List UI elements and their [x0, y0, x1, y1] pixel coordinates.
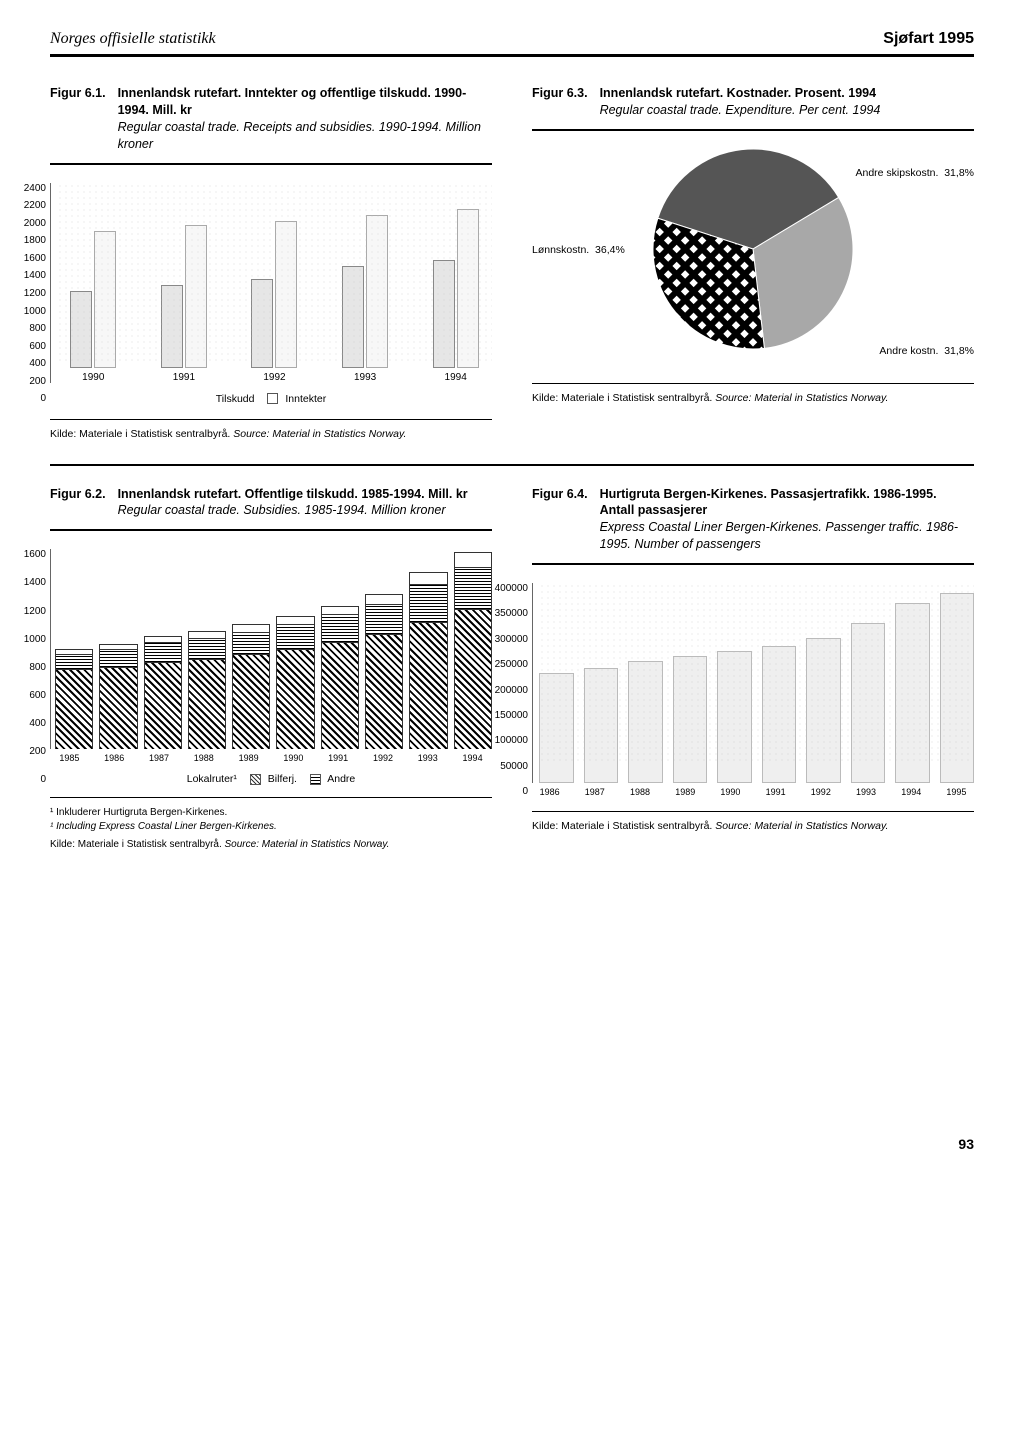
fig61-title-it: Regular coastal trade. Receipts and subs… — [118, 119, 492, 153]
bar-group: 1990 — [57, 188, 130, 383]
stacked-bar — [188, 631, 226, 749]
figure-row-1: Figur 6.1. Innenlandsk rutefart. Inntekt… — [50, 85, 974, 466]
fig62-xaxis: 1985198619871988198919901991199219931994 — [50, 753, 492, 763]
column-bar — [940, 593, 975, 783]
figure-6-2: Figur 6.2. Innenlandsk rutefart. Offentl… — [50, 486, 492, 853]
bar-group: 1991 — [148, 188, 221, 383]
fig64-title-bold: Hurtigruta Bergen-Kirkenes. Passasjertra… — [600, 487, 937, 518]
stacked-bar — [55, 649, 93, 749]
fig64-num: Figur 6.4. — [532, 486, 588, 554]
swatch-tilskudd — [267, 393, 278, 404]
stacked-bar — [409, 572, 447, 750]
fig64-source: Kilde: Materiale i Statistisk sentralbyr… — [532, 811, 974, 832]
stacked-bar — [276, 616, 314, 749]
figure-6-1: Figur 6.1. Innenlandsk rutefart. Inntekt… — [50, 85, 492, 440]
stacked-bar — [454, 552, 492, 750]
stacked-bar — [232, 624, 270, 749]
fig61-title-bold: Innenlandsk rutefart. Inntekter og offen… — [118, 86, 467, 117]
fig64-yaxis: 4000003500003000002500002000001500001000… — [492, 583, 528, 797]
column-bar — [806, 638, 841, 783]
column-bar — [628, 661, 663, 784]
pie-label-skip: Andre skipskostn. 31,8% — [856, 167, 975, 179]
page-number: 93 — [50, 1136, 974, 1152]
bar-group: 1994 — [419, 188, 492, 383]
figure-6-4-title: Figur 6.4. Hurtigruta Bergen-Kirkenes. P… — [532, 486, 974, 566]
fig64-xaxis: 1986198719881989199019911992199319941995 — [532, 787, 974, 797]
header-right: Sjøfart 1995 — [883, 30, 974, 48]
fig62-num: Figur 6.2. — [50, 486, 106, 520]
stacked-bar — [321, 606, 359, 750]
column-bar — [851, 623, 886, 783]
fig62-title-bold: Innenlandsk rutefart. Offentlige tilskud… — [118, 487, 468, 501]
fig61-legend: Tilskudd Inntekter — [50, 393, 492, 405]
fig61-yaxis: 2400220020001800160014001200100080060040… — [10, 183, 46, 405]
fig62-legend: Lokalruter¹ Bilferj. Andre — [50, 773, 492, 785]
figure-6-1-title: Figur 6.1. Innenlandsk rutefart. Inntekt… — [50, 85, 492, 165]
pie-label-lonn: Lønnskostn. 36,4% — [532, 244, 625, 256]
figure-6-4: Figur 6.4. Hurtigruta Bergen-Kirkenes. P… — [532, 486, 974, 853]
fig61-chart: 2400220020001800160014001200100080060040… — [50, 183, 492, 405]
fig61-source: Kilde: Materiale i Statistisk sentralbyr… — [50, 419, 492, 440]
fig62-yaxis: 16001400120010008006004002000 — [10, 549, 46, 785]
column-bar — [717, 651, 752, 784]
fig61-leg-a: Tilskudd — [216, 393, 255, 405]
figure-6-3-title: Figur 6.3. Innenlandsk rutefart. Kostnad… — [532, 85, 974, 131]
fig61-leg-b: Inntekter — [285, 393, 326, 405]
fig63-title-bold: Innenlandsk rutefart. Kostnader. Prosent… — [600, 86, 876, 100]
fig64-title-it: Express Coastal Liner Bergen-Kirkenes. P… — [600, 519, 974, 553]
column-bar — [584, 668, 619, 783]
fig62-title-it: Regular coastal trade. Subsidies. 1985-1… — [118, 502, 468, 519]
stacked-bar — [99, 644, 137, 750]
header-left: Norges offisielle statistikk — [50, 30, 216, 48]
fig62-footnote: ¹ Inkluderer Hurtigruta Bergen-Kirkenes.… — [50, 797, 492, 852]
column-bar — [762, 646, 797, 784]
fig63-title-it: Regular coastal trade. Expenditure. Per … — [600, 102, 881, 119]
page-header: Norges offisielle statistikk Sjøfart 199… — [50, 30, 974, 57]
figure-row-2: Figur 6.2. Innenlandsk rutefart. Offentl… — [50, 486, 974, 877]
bar-group: 1992 — [238, 188, 311, 383]
swatch-bilferj — [310, 774, 321, 785]
fig63-chart: Lønnskostn. 36,4% Andre skipskostn. 31,8… — [532, 149, 974, 369]
fig61-bars: 19901991199219931994 — [50, 183, 492, 383]
fig63-num: Figur 6.3. — [532, 85, 588, 119]
column-bar — [673, 656, 708, 784]
fig64-chart: 4000003500003000002500002000001500001000… — [532, 583, 974, 797]
fig61-num: Figur 6.1. — [50, 85, 106, 153]
stacked-bar — [365, 594, 403, 749]
fig63-source: Kilde: Materiale i Statistisk sentralbyr… — [532, 383, 974, 404]
fig62-bars — [50, 549, 492, 749]
figure-6-2-title: Figur 6.2. Innenlandsk rutefart. Offentl… — [50, 486, 492, 532]
fig62-chart: 16001400120010008006004002000 1985198619… — [50, 549, 492, 785]
stacked-bar — [144, 636, 182, 750]
fig64-bars — [532, 583, 974, 783]
swatch-lokalruter — [250, 774, 261, 785]
column-bar — [539, 673, 574, 783]
figure-6-3: Figur 6.3. Innenlandsk rutefart. Kostnad… — [532, 85, 974, 440]
bar-group: 1993 — [329, 188, 402, 383]
pie-label-andre: Andre kostn. 31,8% — [879, 345, 974, 357]
column-bar — [895, 603, 930, 783]
fig63-pie — [653, 149, 853, 349]
